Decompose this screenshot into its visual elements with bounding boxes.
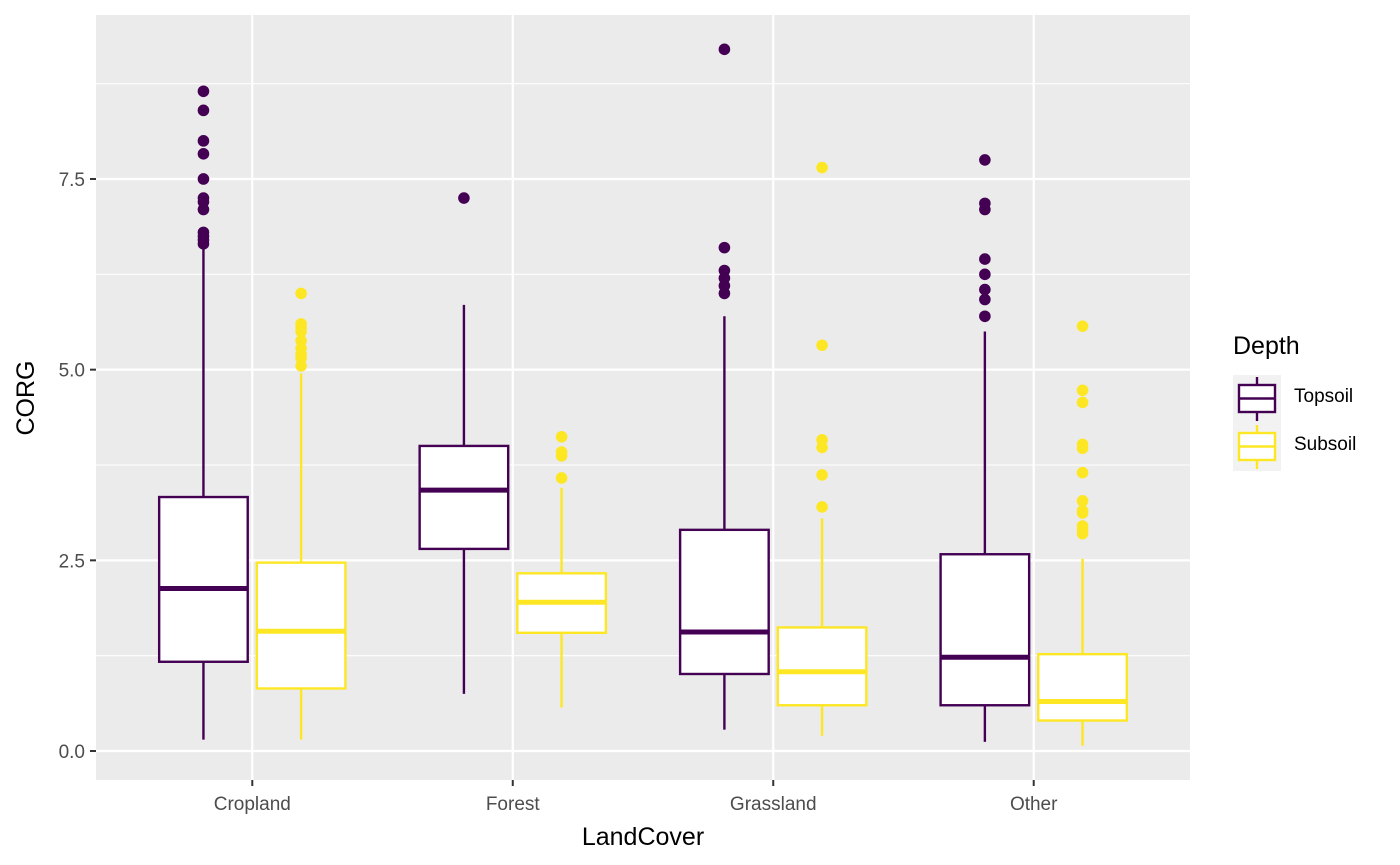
box-iqr xyxy=(776,626,868,707)
outlier-point xyxy=(197,104,210,117)
y-axis-title: CORG xyxy=(12,361,40,436)
x-tick-label: Other xyxy=(1010,794,1058,815)
box-iqr xyxy=(939,553,1031,707)
x-tick-label: Cropland xyxy=(214,794,291,815)
legend-label-subsoil: Subsoil xyxy=(1294,434,1356,455)
y-tick-label: 5.0 xyxy=(59,361,85,382)
outlier-point xyxy=(197,135,210,147)
outlier-point xyxy=(197,238,210,250)
outlier-point xyxy=(295,325,307,338)
outlier-point xyxy=(458,192,470,204)
box-subsoil-forest xyxy=(516,430,608,708)
box-topsoil-grassland xyxy=(678,43,770,730)
outlier-point xyxy=(979,283,991,296)
box-subsoil-other xyxy=(1037,320,1129,746)
outlier-point xyxy=(197,203,210,216)
outlier-point xyxy=(718,43,731,56)
outlier-point xyxy=(555,430,568,443)
box-layer xyxy=(157,43,1129,746)
outlier-point xyxy=(1076,527,1089,540)
legend: Depth Topsoil Subsoil xyxy=(1233,332,1356,471)
box-subsoil-cropland xyxy=(255,287,347,740)
outlier-point xyxy=(197,173,210,185)
outlier-point xyxy=(979,268,991,281)
outlier-point xyxy=(197,85,210,98)
box-topsoil-cropland xyxy=(157,85,249,740)
legend-title: Depth xyxy=(1233,332,1300,360)
outlier-point xyxy=(816,339,828,352)
outlier-point xyxy=(979,293,991,306)
box-topsoil-other xyxy=(939,154,1031,742)
outlier-point xyxy=(718,287,731,300)
box-iqr xyxy=(1037,652,1129,722)
x-tick-label: Forest xyxy=(486,794,541,815)
outlier-point xyxy=(1076,495,1089,507)
outlier-point xyxy=(1076,442,1089,455)
outlier-point xyxy=(1076,396,1089,409)
outlier-point xyxy=(197,148,210,160)
axes: 0.0 2.5 5.0 7.5 Cropland Forest Grassland Other xyxy=(59,170,1059,815)
box-iqr xyxy=(157,495,249,663)
x-tick-label: Grassland xyxy=(730,794,817,815)
legend-keys xyxy=(1233,375,1281,471)
legend-label-topsoil: Topsoil xyxy=(1294,386,1353,407)
outlier-point xyxy=(816,469,828,481)
box-subsoil-grassland xyxy=(776,161,868,736)
outlier-point xyxy=(979,310,991,323)
outlier-point xyxy=(979,203,991,216)
outlier-point xyxy=(718,241,731,254)
outlier-point xyxy=(295,287,307,300)
y-tick-label: 2.5 xyxy=(59,551,85,572)
box-iqr xyxy=(255,561,347,690)
outlier-point xyxy=(1076,384,1089,397)
outlier-point xyxy=(1076,507,1089,519)
outlier-point xyxy=(979,154,991,166)
outlier-point xyxy=(816,161,828,174)
outlier-point xyxy=(816,441,828,454)
outlier-point xyxy=(555,472,568,484)
box-iqr xyxy=(678,528,770,676)
outlier-point xyxy=(1076,320,1089,332)
box-iqr xyxy=(418,444,510,551)
x-axis-title: LandCover xyxy=(582,823,704,851)
grid-major xyxy=(96,15,1190,780)
outlier-point xyxy=(816,501,828,513)
y-tick-label: 7.5 xyxy=(59,170,85,191)
y-tick-label: 0.0 xyxy=(59,742,85,763)
outlier-point xyxy=(295,360,307,372)
box-topsoil-forest xyxy=(418,192,510,694)
outlier-point xyxy=(1076,466,1089,479)
outlier-point xyxy=(555,450,568,462)
outlier-point xyxy=(979,253,991,265)
